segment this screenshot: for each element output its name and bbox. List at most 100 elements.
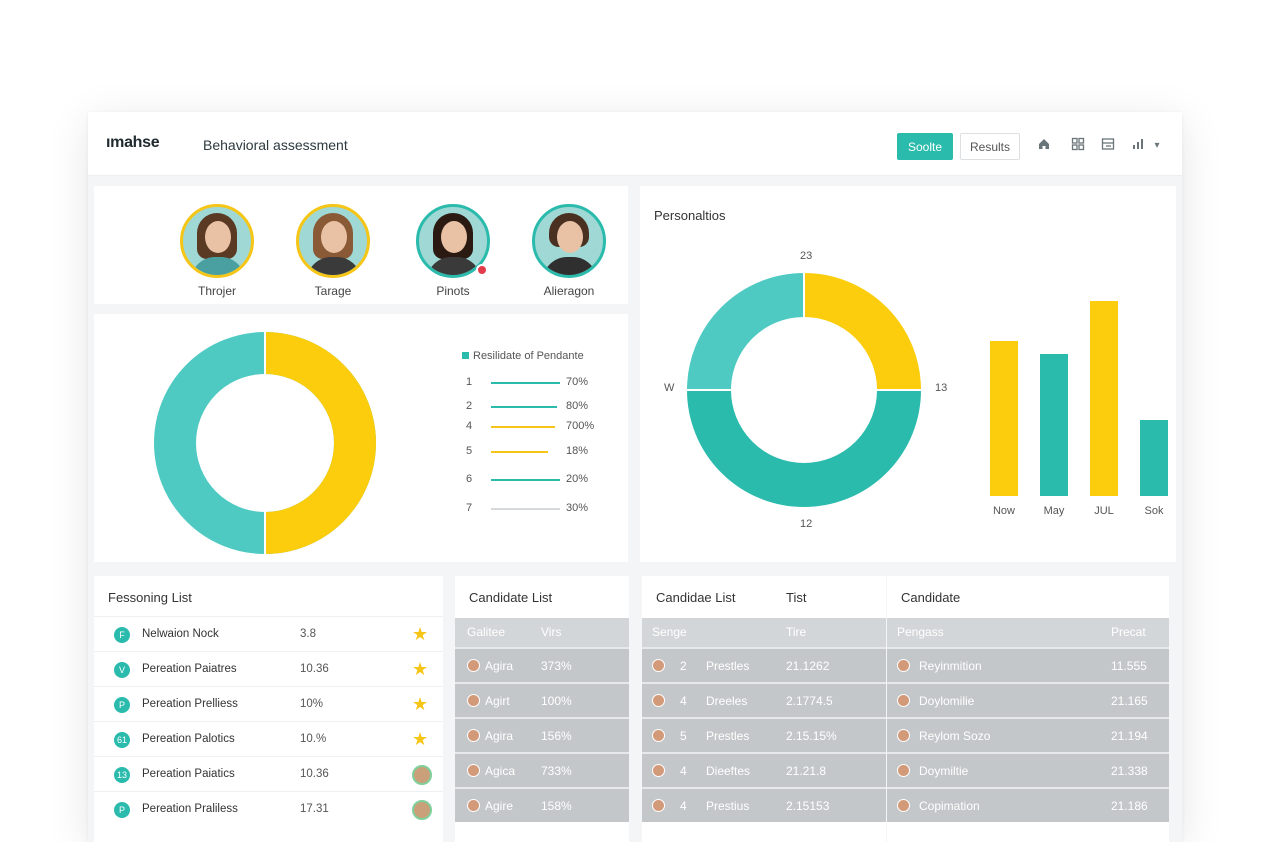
item-icon: P [114,802,130,818]
star-icon[interactable]: ★ [412,659,429,679]
table-row[interactable]: Doylomilie 21.165 [887,682,1169,717]
person-card[interactable]: Throjer [172,204,262,298]
page-title: Behavioral assessment [203,137,348,153]
legend-number: 7 [466,502,473,514]
list-title: Candidate List [469,590,553,605]
star-icon[interactable]: ★ [412,694,429,714]
donut-chart-right [684,270,924,509]
item-name: Pereation Prelliess [142,698,238,710]
avatar [180,204,254,278]
candidate-list-panel: Candidate Pengass Precat Reyinmition 11.5… [887,576,1169,842]
table-row[interactable]: Reyinmition 11.555 [887,647,1169,682]
table-row[interactable]: Agira 156% [455,717,629,752]
chart-icon[interactable] [1129,137,1147,155]
star-icon[interactable]: ★ [412,729,429,749]
table-cell: 156% [541,729,572,743]
pie-slice-teal-left[interactable] [684,270,805,391]
list-item[interactable]: P Pereation Prelliess 10% ★ [94,686,443,721]
app-logo[interactable]: ımahse [106,134,160,151]
item-name: Nelwaion Nock [142,628,219,640]
home-icon[interactable] [1035,137,1053,155]
column-header[interactable]: Virs [541,625,562,639]
table-row[interactable]: Reylom Sozo 21.194 [887,717,1169,752]
table-cell: 21.338 [1111,764,1148,778]
table-row[interactable]: 4 Prestius 2.15153 [642,787,886,822]
column-header[interactable]: Pengass [897,625,944,639]
primary-button[interactable]: Soolte [897,133,953,160]
person-card[interactable]: Alieragon [524,204,614,298]
legend-item: 5 18% [466,445,606,459]
table-row[interactable]: Doymiltie 21.338 [887,752,1169,787]
avatar [652,659,665,672]
table-row[interactable]: Agica 733% [455,752,629,787]
legend-value: 30% [566,502,589,514]
bar-label: Sok [1145,505,1164,517]
list-item[interactable]: F Nelwaion Nock 3.8 ★ [94,616,443,651]
table-cell: Prestles [706,729,750,743]
people-panel: Throjer Tarage Pinots Alieragon [94,186,628,304]
panel-title: Personaltios [654,208,726,223]
item-score: 3.8 [300,628,316,640]
table-cell: 21.165 [1111,694,1148,708]
avatar [652,729,665,742]
donut-label-left: W [664,382,675,394]
avatar [652,764,665,777]
donut-segment-yellow [264,332,376,554]
table-cell: 158% [541,799,572,813]
chevron-down-icon[interactable]: ▾ [1154,140,1160,151]
avatar [296,204,370,278]
table-cell: 2.15.15% [786,729,837,743]
legend-line [491,451,548,453]
table-row[interactable]: 4 Dreeles 2.1774.5 [642,682,886,717]
table-cell: Agira [485,659,514,673]
bar-JUL[interactable] [1090,301,1118,496]
table-cell: Copimation [919,799,980,813]
table-cell: 100% [541,694,572,708]
legend-number: 1 [466,376,473,388]
column-header[interactable]: Precat [1111,625,1146,639]
star-icon[interactable]: ★ [412,624,429,644]
item-score: 10.36 [300,768,329,780]
table-cell: 21.194 [1111,729,1148,743]
legend-item: 4 700% [466,420,606,434]
pie-slice-teal-right[interactable] [684,389,924,509]
table-cell: 2.15153 [786,799,830,813]
column-header[interactable]: Tire [786,625,807,639]
avatar [652,694,665,707]
results-button[interactable]: Results [960,133,1020,160]
table-cell: Agica [485,764,516,778]
list-title: Candidate [901,590,961,605]
bar-Sok[interactable] [1140,420,1168,496]
table-row[interactable]: 5 Prestles 2.15.15% [642,717,886,752]
table-row[interactable]: 4 Dieeftes 21.21.8 [642,752,886,787]
personality-panel: Personaltios 23 W 13 12 Now May JUL Sok [640,186,1176,562]
list-item[interactable]: 61 Pereation Palotics 10.% ★ [94,721,443,756]
person-card[interactable]: Pinots [408,204,498,298]
table-row[interactable]: 2 Prestles 21.1262 [642,647,886,682]
table-row[interactable]: Agire 158% [455,787,629,822]
avatar [467,694,480,707]
column-header[interactable]: Senge [652,625,687,639]
bar-Now[interactable] [990,341,1018,496]
table-cell: 373% [541,659,572,673]
list-item[interactable]: 13 Pereation Paiatics 10.36 [94,756,443,791]
bar-label: JUL [1094,505,1114,517]
table-row[interactable]: Copimation 21.186 [887,787,1169,822]
table-row[interactable]: Agira 373% [455,647,629,682]
list-item[interactable]: P Pereation Praliless 17.31 [94,791,443,826]
column-header[interactable]: Galitee [467,625,506,639]
avatar [897,799,910,812]
legend-item: 1 70% [466,376,606,390]
table-header: Senge Tire [642,618,886,647]
list-item[interactable]: V Pereation Paiatres 10.36 ★ [94,651,443,686]
table-cell: 4 [680,694,687,708]
person-card[interactable]: Tarage [288,204,378,298]
table-icon[interactable] [1099,137,1117,155]
bar-May[interactable] [1040,354,1068,496]
item-score: 17.31 [300,803,329,815]
pie-slice-yellow[interactable] [803,270,924,391]
donut-chart-left [154,332,376,554]
resilience-panel: Resilidate of Pendante 1 70% 2 80% 4 700% 5 18%… [94,314,628,562]
table-row[interactable]: Agirt 100% [455,682,629,717]
grid-icon[interactable] [1069,137,1087,155]
